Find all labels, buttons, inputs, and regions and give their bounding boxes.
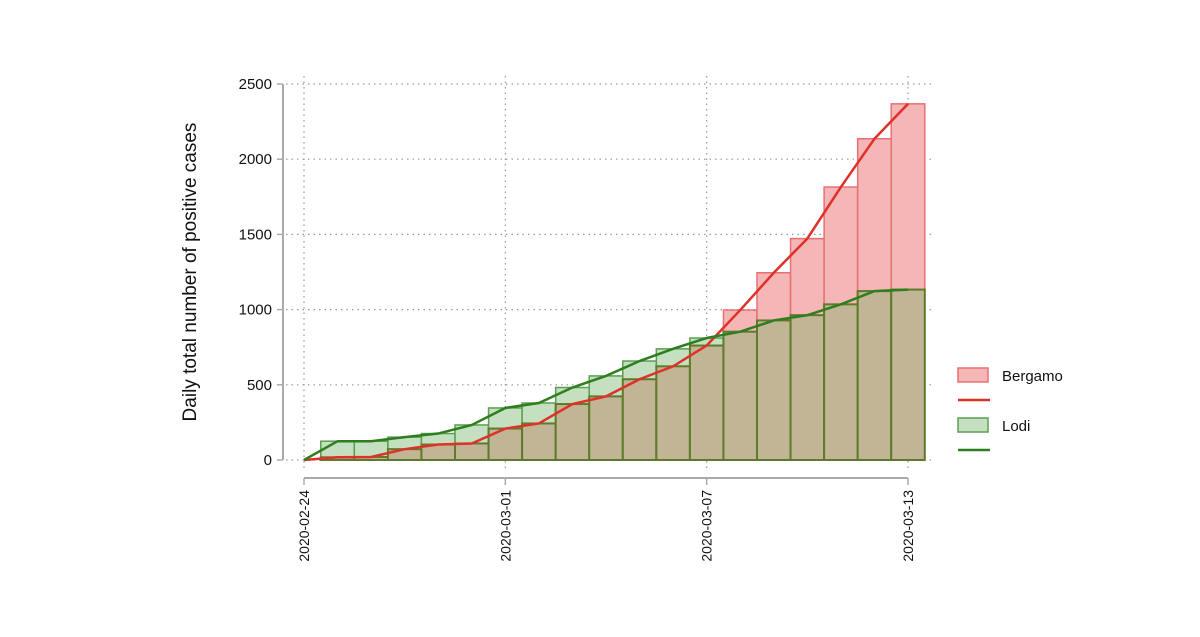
x-tick-label: 2020-03-01 [497, 490, 513, 562]
y-tick-label: 0 [264, 452, 272, 469]
x-tick-label: 2020-02-24 [296, 490, 312, 562]
axes [277, 83, 909, 485]
y-tick-label: 1000 [239, 302, 272, 319]
line-bergamo [303, 102, 909, 462]
y-axis-label: Daily total number of positive cases [180, 123, 201, 422]
bar-overlap [722, 330, 759, 461]
legend-label-bergamo: Bergamo [1002, 368, 1063, 385]
bar-overlap [823, 303, 859, 461]
bar-overlap [621, 378, 658, 461]
bar-overlap [890, 288, 926, 461]
bar-overlap [454, 442, 490, 461]
bar-overlap [789, 314, 826, 461]
y-tick-label: 1500 [239, 226, 272, 243]
bar-overlap [588, 395, 624, 461]
x-tick-label: 2020-03-13 [900, 490, 916, 562]
x-tick-labels: 2020-02-24 2020-03-01 2020-03-07 2020-03-13 [296, 490, 916, 562]
bar-overlap [756, 319, 792, 461]
legend: Bergamo Lodi [957, 367, 1063, 452]
legend-swatch-bergamo-bar [957, 367, 989, 383]
bar-overlap [554, 403, 591, 462]
y-tick-labels: 0 500 1000 1500 2000 2500 [239, 76, 272, 469]
y-tick-label: 500 [247, 377, 272, 394]
bar-overlap [521, 422, 557, 461]
legend-swatch-lodi-bar [957, 417, 989, 433]
y-tick-label: 2500 [239, 76, 272, 93]
x-tick-label: 2020-03-07 [699, 490, 715, 562]
bar-overlap [688, 344, 725, 461]
y-tick-label: 2000 [239, 151, 272, 168]
bar-overlap [856, 290, 893, 461]
series-lines [303, 102, 909, 462]
line-lodi [303, 288, 909, 462]
overlap-bars [319, 288, 926, 462]
bar-overlap [655, 365, 691, 462]
legend-label-lodi: Lodi [1002, 418, 1030, 435]
